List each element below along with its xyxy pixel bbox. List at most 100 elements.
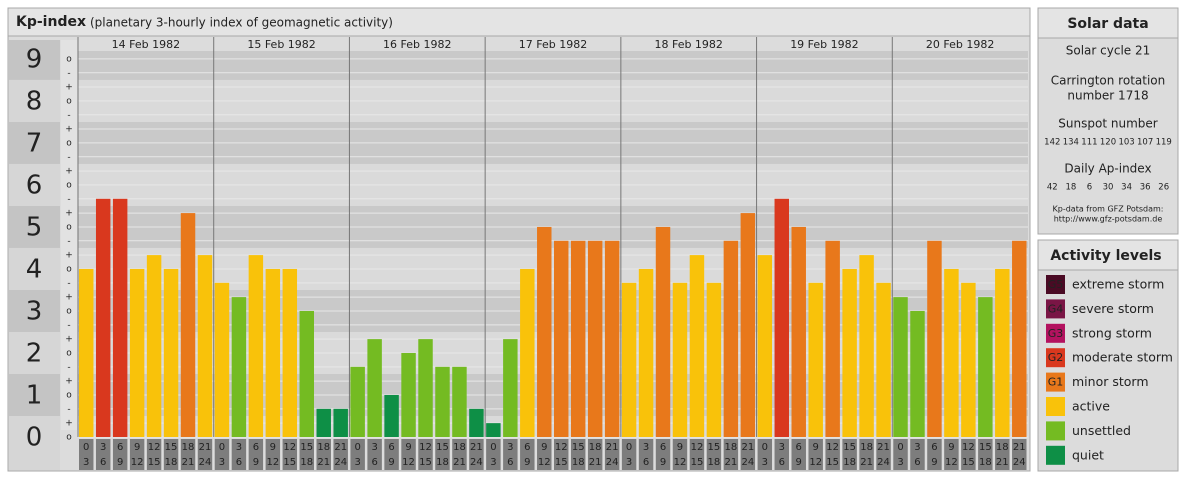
kp-bar	[570, 240, 586, 437]
hour-label: 3	[236, 442, 242, 453]
solar-panel	[1037, 7, 1179, 235]
ap-value: 42	[1047, 183, 1058, 193]
kp-bar	[655, 226, 671, 437]
minor-tick-label: -	[67, 278, 70, 288]
date-label: 15 Feb 1982	[247, 38, 315, 51]
hour-box	[842, 439, 857, 470]
minor-tick-label: +	[65, 209, 73, 219]
kp-bar	[978, 297, 993, 437]
kp-bar	[927, 240, 942, 437]
legend-label: quiet	[1072, 447, 1104, 462]
hour-label: 21	[1013, 442, 1026, 453]
carrington-line: Carrington rotation	[1051, 74, 1165, 88]
minor-tick-label: -	[67, 404, 70, 414]
sunspot-title: Sunspot number	[1058, 117, 1157, 131]
hour-label: 15	[708, 442, 721, 453]
hour-box	[961, 439, 976, 470]
solar-cycle: Solar cycle 21	[1066, 44, 1151, 58]
ap-title: Daily Ap-index	[1064, 162, 1151, 176]
hour-label: 9	[948, 442, 954, 453]
hour-box	[418, 439, 433, 470]
y-tick-label: 0	[26, 423, 43, 453]
ap-value: 26	[1158, 183, 1169, 193]
hour-label: 21	[199, 442, 212, 453]
kp-bar	[791, 226, 806, 437]
kp-bar	[520, 268, 535, 437]
hour-box	[672, 439, 688, 470]
kp-bar	[265, 268, 281, 437]
ap-value: 18	[1065, 183, 1076, 193]
hour-label: 15	[962, 457, 975, 468]
minor-tick-label: o	[66, 306, 72, 316]
source-line: Kp-data from GFZ Potsdam:	[1053, 205, 1164, 214]
y-label-band	[9, 289, 60, 332]
kp-bar	[435, 366, 450, 437]
legend-label: moderate storm	[1072, 350, 1173, 365]
hour-box	[129, 439, 145, 470]
ap-value: 30	[1103, 183, 1114, 193]
ap-value: 36	[1140, 183, 1151, 193]
hour-box	[604, 439, 620, 470]
hour-label: 18	[182, 442, 195, 453]
kp-bar	[554, 240, 569, 437]
kp-bar	[469, 408, 484, 437]
hour-box	[537, 439, 552, 470]
legend-swatch	[1046, 445, 1065, 465]
kp-bar	[418, 339, 433, 437]
hour-label: 6	[100, 457, 106, 468]
hour-label: 3	[100, 442, 106, 453]
hour-box	[503, 439, 518, 470]
hour-box	[876, 439, 891, 470]
hour-box	[1012, 439, 1027, 470]
hour-label: 18	[572, 457, 585, 468]
legend-title: Activity levels	[1050, 248, 1161, 264]
minor-tick-label: o	[66, 433, 72, 443]
header-bar	[7, 7, 1031, 37]
hour-label: 9	[931, 457, 937, 468]
kp-bar	[944, 268, 959, 437]
hour-box	[927, 439, 942, 470]
hour-label: 0	[83, 442, 89, 453]
hour-label: 9	[134, 442, 140, 453]
minor-tick-label: o	[66, 54, 72, 64]
hour-label: 6	[931, 442, 937, 453]
kp-bar	[299, 310, 314, 437]
source-line: http://www.gfz-potsdam.de	[1054, 215, 1163, 224]
sunspot-value: 103	[1118, 138, 1134, 148]
kp-bar	[333, 408, 348, 437]
legend-label: active	[1072, 399, 1110, 414]
hour-label: 3	[643, 442, 649, 453]
hour-label: 9	[253, 457, 259, 468]
date-strip	[756, 37, 893, 51]
hour-label: 3	[779, 442, 785, 453]
kp-bar	[112, 198, 128, 437]
hour-box	[265, 439, 281, 470]
legend-swatch	[1046, 275, 1065, 294]
y-tick-label: 1	[26, 380, 43, 410]
minor-tick-label: -	[67, 320, 70, 330]
kp-bar	[486, 423, 501, 437]
hour-label: 18	[436, 457, 449, 468]
date-strip	[349, 37, 486, 51]
minor-tick-label: +	[65, 125, 73, 135]
legend-label: unsettled	[1072, 423, 1131, 438]
hour-label: 21	[182, 457, 195, 468]
hour-label: 12	[809, 457, 822, 468]
hour-label: 21	[996, 457, 1009, 468]
hour-box	[452, 439, 467, 470]
hour-label: 9	[405, 442, 411, 453]
kp-bar	[706, 282, 722, 437]
y-label-band	[9, 40, 60, 80]
hour-label: 18	[708, 457, 721, 468]
hour-label: 18	[996, 442, 1009, 453]
hour-label: 3	[914, 442, 920, 453]
hour-label: 12	[283, 442, 296, 453]
hour-label: 6	[779, 457, 785, 468]
legend-badge: G4	[1048, 302, 1064, 315]
hour-box	[689, 439, 705, 470]
hour-label: 3	[354, 457, 360, 468]
hour-label: 12	[674, 457, 687, 468]
minor-tick-label: +	[65, 335, 73, 345]
y-label-band	[9, 247, 60, 290]
kp-bar	[503, 339, 518, 437]
